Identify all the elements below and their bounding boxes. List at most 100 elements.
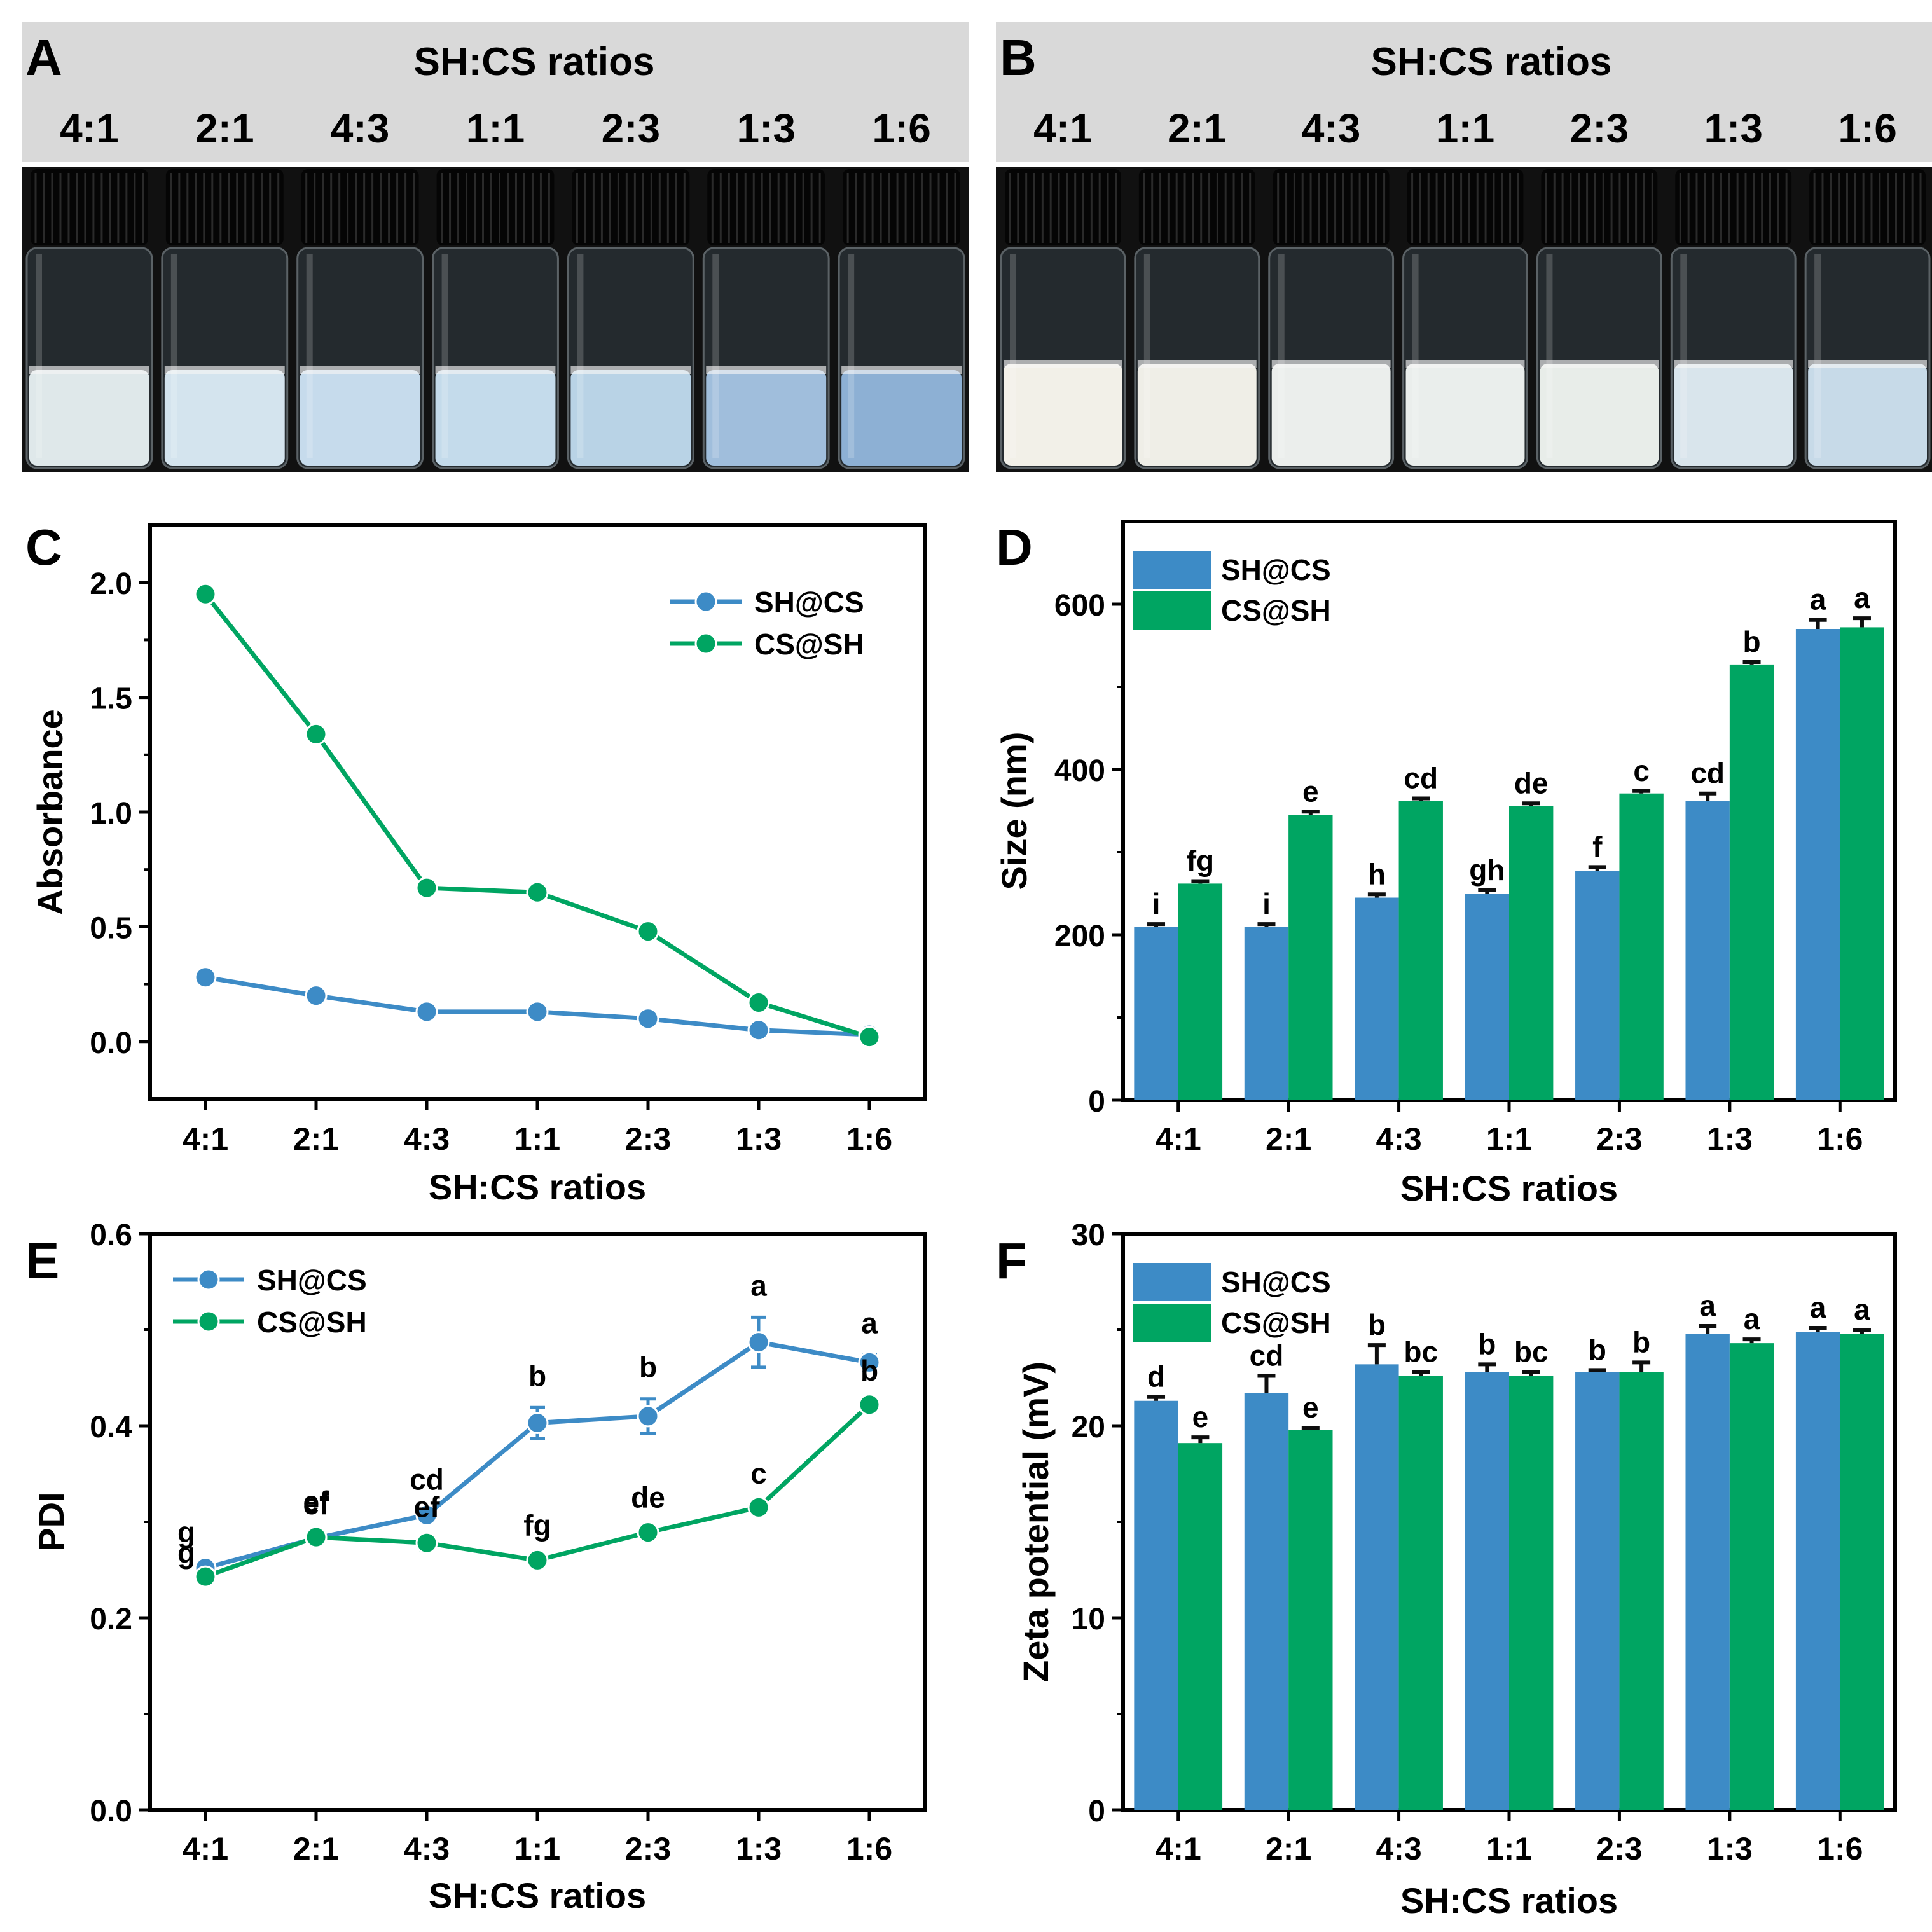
bar-sh-cs (1465, 1372, 1509, 1810)
y-tick-label: 1.5 (90, 682, 132, 716)
significance-letter: cd (1690, 757, 1725, 790)
vial-highlight (1546, 254, 1553, 458)
vial-cap (572, 169, 690, 245)
y-axis-title: Absorbance (30, 709, 70, 915)
y-axis-title: Size (nm) (994, 732, 1034, 890)
x-tick-label: 4:3 (404, 1831, 450, 1866)
bar-cs-sh (1509, 1376, 1554, 1810)
vial-meniscus (300, 366, 420, 374)
vial-meniscus (570, 366, 691, 374)
panel-a-ratio-labels: 4:1 2:1 4:3 1:1 2:3 1:3 1:6 (60, 106, 931, 151)
significance-letter: de (1514, 766, 1549, 799)
vial (296, 169, 424, 469)
x-axis-title: SH:CS ratios (429, 1167, 646, 1207)
y-tick-label: 1.0 (90, 797, 132, 831)
data-point-sh-cs (637, 1405, 659, 1428)
vial-ratio-label: 1:3 (1704, 106, 1763, 151)
y-tick-label: 20 (1072, 1411, 1105, 1444)
vial-highlight (1814, 254, 1821, 458)
chart-panel-d: D 0 200 400 600 4:1 2:1 4:3 1:1 2:3 1:3 1:6 SH:CS ra… (994, 519, 1897, 1208)
vial-meniscus (164, 366, 285, 374)
data-point-cs-sh (305, 1526, 328, 1549)
significance-letter: a (1854, 1293, 1870, 1326)
bar-sh-cs (1685, 1334, 1730, 1810)
x-axis-title: SH:CS ratios (429, 1875, 646, 1915)
vial-liquid (1137, 364, 1257, 466)
vial-meniscus (1405, 360, 1525, 368)
photo-panel-a: A SH:CS ratios 4:1 2:1 4:3 1:1 2:3 1:3 1:6 (22, 22, 969, 472)
vial (161, 169, 289, 469)
vial-ratio-label: 1:1 (466, 106, 525, 151)
significance-letter: b (1478, 1327, 1496, 1360)
panel-a-title: SH:CS ratios (414, 40, 655, 84)
vial-liquid (1271, 364, 1391, 466)
vial-liquid (1540, 364, 1659, 466)
x-tick-label: 1:3 (736, 1831, 782, 1866)
data-point-sh-cs (526, 1411, 549, 1434)
bar-cs-sh (1619, 1372, 1664, 1810)
significance-letter: a (861, 1306, 878, 1339)
data-point-sh-cs (747, 1019, 770, 1042)
y-tick-label: 0.0 (90, 1026, 132, 1060)
y-axis-title: Zeta potential (mV) (1016, 1362, 1056, 1682)
significance-letter: b (1742, 625, 1760, 658)
significance-letter: gh (1469, 853, 1505, 887)
significance-letter: g (177, 1515, 195, 1549)
x-tick-label: 2:1 (1266, 1121, 1311, 1157)
vial-highlight (306, 254, 313, 458)
data-point-cs-sh (415, 1531, 438, 1554)
bar-sh-cs (1134, 1400, 1178, 1810)
data-point-cs-sh (194, 1565, 217, 1588)
vial (702, 169, 830, 469)
bar-sh-cs (1795, 629, 1840, 1100)
vial-liquid (841, 370, 962, 466)
vial-liquid (300, 370, 420, 466)
significance-letter: e (1302, 1391, 1319, 1424)
bar-sh-cs (1355, 1364, 1399, 1810)
data-point-sh-cs (637, 1007, 659, 1030)
panel-letter-a: A (25, 29, 62, 86)
legend-marker (694, 590, 717, 613)
data-point-sh-cs (415, 1000, 438, 1023)
vial-cap (1138, 169, 1255, 245)
panel-a-header (22, 22, 969, 162)
x-tick-label: 2:3 (625, 1831, 671, 1866)
x-tick-label: 4:3 (1376, 1121, 1421, 1157)
bar-cs-sh (1178, 1443, 1223, 1810)
vial-meniscus (435, 366, 556, 374)
bar-cs-sh (1729, 664, 1774, 1100)
vial-highlight (1412, 254, 1419, 458)
data-point-cs-sh (194, 583, 217, 605)
bar-cs-sh (1509, 806, 1554, 1100)
vial-liquid (164, 370, 285, 466)
bar-sh-cs (1244, 1393, 1289, 1810)
vial-cap (1407, 169, 1524, 245)
vial-cap (31, 169, 148, 245)
legend-label: CS@SH (754, 628, 864, 661)
significance-letter: de (631, 1481, 665, 1514)
vial-ratio-label: 1:6 (1838, 106, 1897, 151)
data-point-sh-cs (747, 1331, 770, 1354)
y-axis-title: PDI (31, 1492, 71, 1551)
vial-highlight (1010, 254, 1016, 458)
panel-b-title: SH:CS ratios (1371, 40, 1612, 84)
panel-letter: D (996, 519, 1033, 576)
legend-marker (197, 1310, 220, 1333)
vial-highlight (170, 254, 177, 458)
legend-label: CS@SH (257, 1306, 367, 1339)
bar-cs-sh (1288, 1430, 1333, 1810)
vial-liquid (706, 370, 827, 466)
vial-meniscus (841, 366, 962, 374)
data-point-cs-sh (305, 722, 328, 745)
chart-panel-c: C 0.0 0.5 1.0 1.5 2.0 4:1 2:1 4:3 1:1 2:3 1:3 1:6 SH:… (25, 519, 927, 1207)
chart-panel-e: E 0.0 0.2 0.4 0.6 4:1 2:1 4:3 1:1 2:3 1:3 1:6 SH:CS … (25, 1218, 927, 1915)
data-point-sh-cs (194, 966, 217, 989)
vial-ratio-label: 2:1 (195, 106, 254, 151)
x-tick-label: 1:3 (1707, 1831, 1753, 1866)
vial-highlight (441, 254, 448, 458)
significance-letter: ef (414, 1491, 441, 1524)
bar-cs-sh (1619, 793, 1664, 1100)
vial-meniscus (1540, 360, 1659, 368)
vial-ratio-label: 1:6 (872, 106, 931, 151)
